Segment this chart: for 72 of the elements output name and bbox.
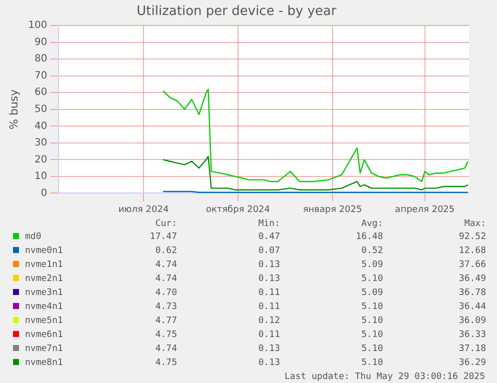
x-tick-label: июля 2024 [118,204,169,215]
text: 37.18 [458,343,486,356]
text: Max: [463,218,486,230]
text: 0.07 [257,245,280,258]
text: 0.11 [257,301,280,314]
text: 16.48 [354,231,383,244]
y-axis-title: % busy [7,88,20,130]
y-tick-label: 60 [34,87,48,98]
text: 5.10 [360,329,383,342]
text: 36.29 [458,357,486,370]
legend-label: nvme5n1 [24,315,64,328]
text: 4.75 [154,357,177,370]
text: 0.13 [257,273,280,286]
legend-label: nvme6n1 [24,329,64,342]
text: 12.68 [458,245,486,258]
text: 4.74 [154,259,177,272]
text: 17.47 [148,231,177,244]
text: 4.77 [154,315,177,328]
legend-label: nvme8n1 [24,357,64,370]
y-tick-label: 100 [28,20,48,32]
text: 5.09 [360,287,383,300]
y-tick-label: 40 [34,120,48,132]
text: 92.52 [458,231,486,244]
x-tick-label: октября 2024 [206,204,270,215]
legend-label: nvme7n1 [24,343,64,356]
y-tick-label: 80 [34,54,48,65]
text: 36.49 [458,273,486,286]
text: 0.52 [360,245,383,258]
y-tick-label: 70 [34,70,48,82]
text: 36.78 [458,287,486,300]
y-tick-label: 50 [34,104,48,115]
legend-label: nvme1n1 [24,259,64,272]
text: 5.10 [360,315,383,328]
text: Min: [257,218,280,230]
legend-label: nvme3n1 [24,287,64,300]
text: 0.13 [257,343,280,356]
text: 0.11 [257,329,280,342]
text: 0.13 [257,357,280,370]
text: 36.33 [458,329,486,342]
text: 36.09 [458,315,486,328]
text: 5.10 [360,357,383,370]
text: 36.44 [458,301,486,314]
text: 4.74 [154,343,177,356]
text: 0.11 [257,287,280,300]
text: 4.70 [154,287,177,300]
text: 4.75 [154,329,177,342]
legend-label: md0 [24,231,42,244]
text: 5.10 [360,301,383,314]
y-tick-label: 30 [34,138,48,149]
legend-label: nvme4n1 [24,301,64,314]
text: 5.10 [360,273,383,286]
text: 37.66 [458,259,486,272]
legend-label: nvme0n1 [24,245,64,258]
y-tick-label: 90 [34,36,48,48]
x-tick-label: января 2025 [302,204,362,215]
text: 0.62 [154,245,177,258]
text: Cur: [154,218,177,230]
y-tick-label: 20 [34,154,48,166]
text: 0.13 [257,259,280,272]
text: 5.09 [360,259,383,272]
text: Last update: Thu May 29 03:00:16 2025 [284,371,486,383]
text: 0.47 [257,231,280,244]
y-tick-label: 10 [34,171,48,182]
legend-label: nvme2n1 [24,273,64,286]
chart-title: Utilization per device - by year [136,4,338,20]
text: 5.10 [360,343,383,356]
y-tick-label: 0 [40,188,48,199]
text: 0.12 [257,315,280,328]
x-tick-label: апреля 2025 [395,204,455,215]
text: 4.73 [154,301,177,314]
text: 4.74 [154,273,177,286]
text: Avg: [360,218,383,230]
